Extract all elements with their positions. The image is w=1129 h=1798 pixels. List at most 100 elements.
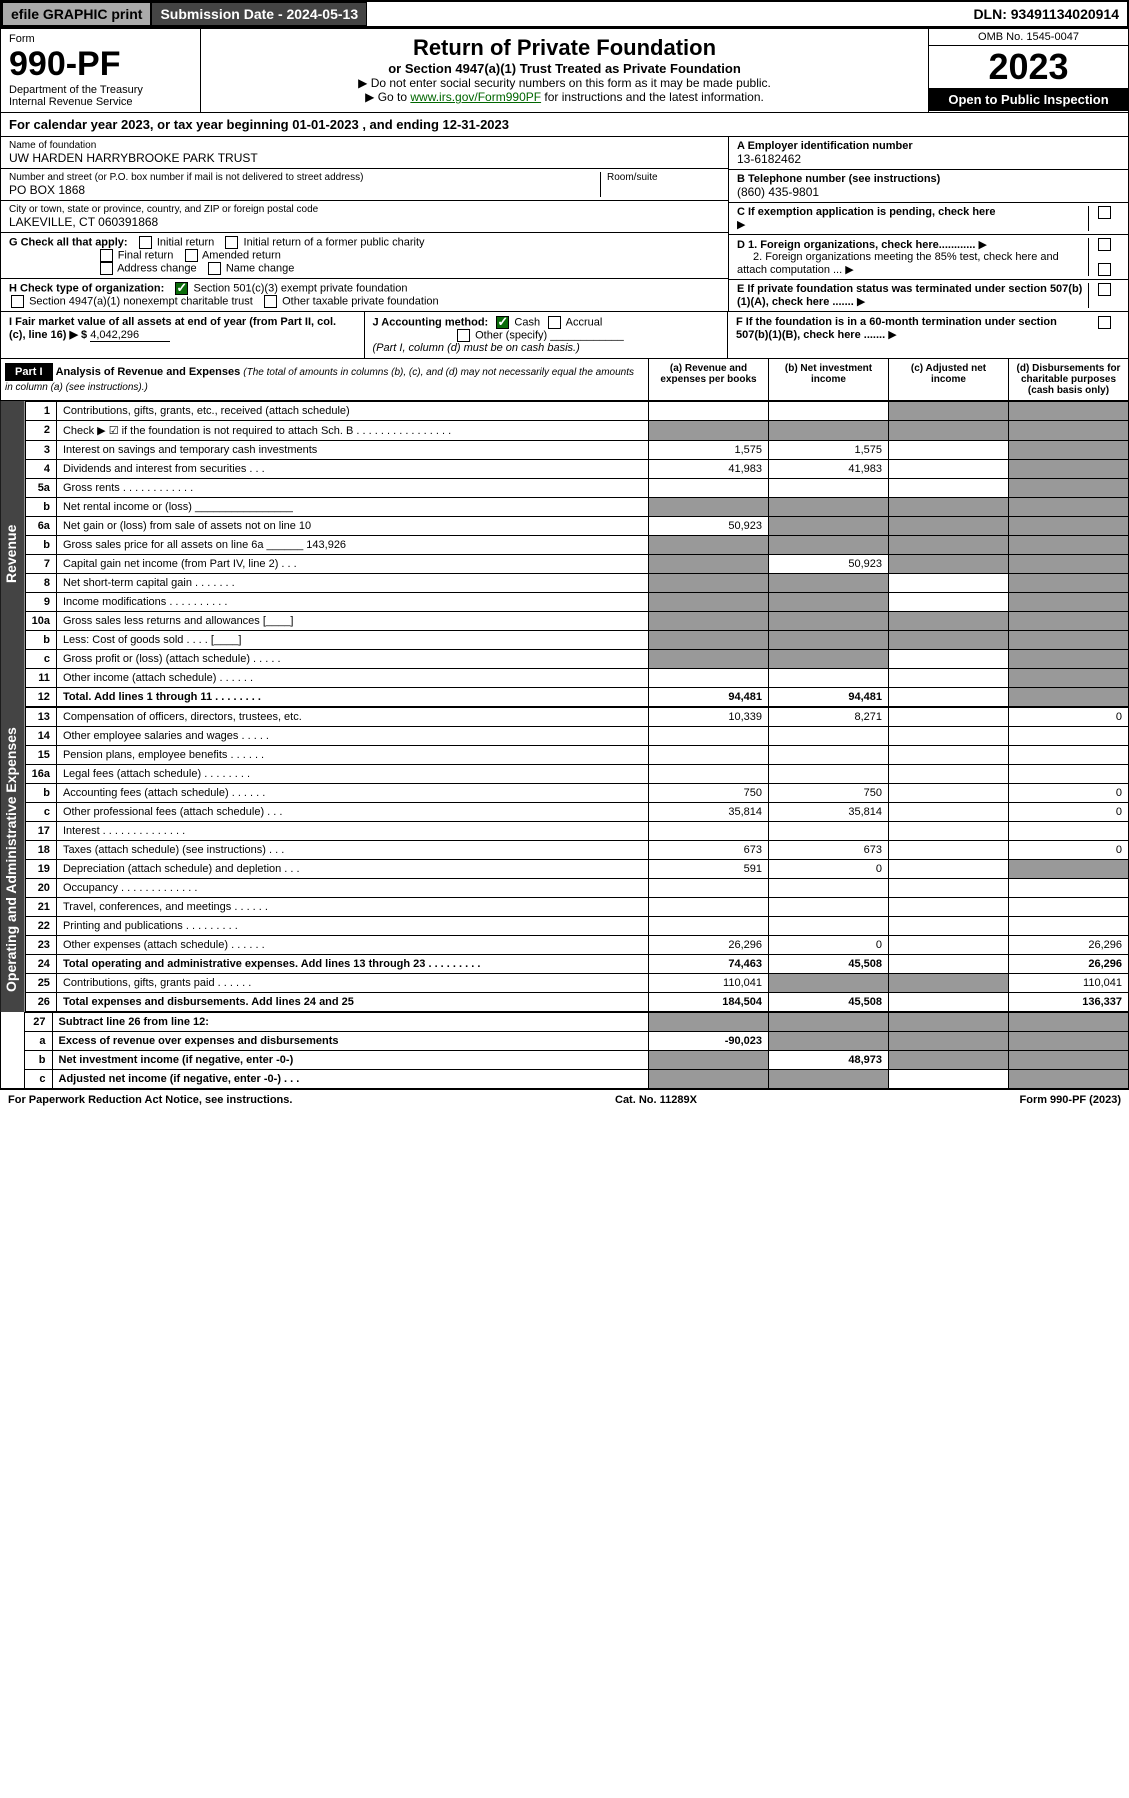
name-change-cb[interactable] — [208, 262, 221, 275]
f-cb[interactable] — [1098, 316, 1111, 329]
line-num: b — [25, 784, 56, 803]
cell: 0 — [769, 860, 889, 879]
addr-label: Number and street (or P.O. box number if… — [9, 172, 600, 183]
subdate-btn[interactable]: Submission Date - 2024-05-13 — [151, 2, 367, 26]
cell — [1009, 1070, 1129, 1089]
i-val: 4,042,296 — [90, 329, 170, 342]
d1-cb[interactable] — [1098, 238, 1111, 251]
e-cb[interactable] — [1098, 283, 1111, 296]
line-desc: Subtract line 26 from line 12: — [52, 1013, 648, 1032]
line-num: b — [24, 1051, 52, 1070]
cell: 0 — [1009, 841, 1129, 860]
d2-cb[interactable] — [1098, 263, 1111, 276]
cell — [649, 669, 769, 688]
cell: 10,339 — [649, 708, 769, 727]
cell — [649, 612, 769, 631]
cell — [889, 955, 1009, 974]
cell: 26,296 — [649, 936, 769, 955]
table-row: bAccounting fees (attach schedule) . . .… — [25, 784, 1128, 803]
table-row: 5aGross rents . . . . . . . . . . . . — [25, 479, 1128, 498]
col-a: (a) Revenue and expenses per books — [648, 359, 768, 400]
table-row: 8Net short-term capital gain . . . . . .… — [25, 574, 1128, 593]
cell — [769, 917, 889, 936]
final-return-cb[interactable] — [100, 249, 113, 262]
cell — [889, 688, 1009, 707]
cell — [649, 1013, 769, 1032]
line-num: 27 — [24, 1013, 52, 1032]
cell — [769, 746, 889, 765]
cell — [1009, 441, 1129, 460]
name-label: Name of foundation — [9, 140, 720, 151]
form-label: Form — [9, 33, 192, 45]
table-row: 23Other expenses (attach schedule) . . .… — [25, 936, 1128, 955]
note2-post: for instructions and the latest informat… — [541, 90, 764, 104]
final-section: 27Subtract line 26 from line 12:aExcess … — [0, 1012, 1129, 1089]
line-num: c — [25, 803, 56, 822]
table-row: 4Dividends and interest from securities … — [25, 460, 1128, 479]
cell — [649, 479, 769, 498]
h1: Section 501(c)(3) exempt private foundat… — [193, 282, 407, 294]
cell — [889, 879, 1009, 898]
cell — [889, 1051, 1009, 1070]
table-row: 16aLegal fees (attach schedule) . . . . … — [25, 765, 1128, 784]
final-table: 27Subtract line 26 from line 12:aExcess … — [24, 1012, 1129, 1089]
line-desc: Income modifications . . . . . . . . . . — [56, 593, 648, 612]
line-desc: Compensation of officers, directors, tru… — [56, 708, 648, 727]
cell: 50,923 — [769, 555, 889, 574]
d2-label: 2. Foreign organizations meeting the 85%… — [737, 251, 1059, 276]
other-cb[interactable] — [457, 329, 470, 342]
f-label: F If the foundation is in a 60-month ter… — [736, 316, 1088, 354]
footer-mid: Cat. No. 11289X — [615, 1094, 697, 1106]
cell — [1009, 765, 1129, 784]
cell — [889, 898, 1009, 917]
cell — [1009, 612, 1129, 631]
cell — [649, 898, 769, 917]
line-desc: Travel, conferences, and meetings . . . … — [56, 898, 648, 917]
cell — [769, 765, 889, 784]
amended-cb[interactable] — [185, 249, 198, 262]
other-taxable-cb[interactable] — [264, 295, 277, 308]
cell: 110,041 — [649, 974, 769, 993]
cell — [889, 479, 1009, 498]
form-header: Form 990-PF Department of the Treasury I… — [0, 28, 1129, 113]
line-desc: Check ▶ ☑ if the foundation is not requi… — [56, 421, 648, 441]
cell — [649, 746, 769, 765]
cell — [1009, 727, 1129, 746]
cell — [769, 479, 889, 498]
line-desc: Occupancy . . . . . . . . . . . . . — [56, 879, 648, 898]
accrual-cb[interactable] — [548, 316, 561, 329]
cell: 35,814 — [649, 803, 769, 822]
501c3-cb[interactable] — [175, 282, 188, 295]
cell — [1009, 1032, 1129, 1051]
form-subtitle: or Section 4947(a)(1) Trust Treated as P… — [207, 61, 922, 76]
cell: -90,023 — [649, 1032, 769, 1051]
initial-return-cb[interactable] — [139, 236, 152, 249]
line-desc: Other expenses (attach schedule) . . . .… — [56, 936, 648, 955]
addr-change-cb[interactable] — [100, 262, 113, 275]
line-desc: Other employee salaries and wages . . . … — [56, 727, 648, 746]
4947-cb[interactable] — [11, 295, 24, 308]
cell — [889, 936, 1009, 955]
initial-former-cb[interactable] — [225, 236, 238, 249]
cell: 74,463 — [649, 955, 769, 974]
efile-btn[interactable]: efile GRAPHIC print — [2, 2, 151, 26]
line-desc: Capital gain net income (from Part IV, l… — [56, 555, 648, 574]
line-num: 15 — [25, 746, 56, 765]
c-cb[interactable] — [1098, 206, 1111, 219]
table-row: 9Income modifications . . . . . . . . . … — [25, 593, 1128, 612]
note2-pre: ▶ Go to — [365, 90, 410, 104]
line-num: b — [25, 631, 56, 650]
cash-cb[interactable] — [496, 316, 509, 329]
h-section: H Check type of organization: Section 50… — [1, 279, 728, 311]
g-label: G Check all that apply: — [9, 236, 128, 248]
line-desc: Taxes (attach schedule) (see instruction… — [56, 841, 648, 860]
cell: 0 — [769, 936, 889, 955]
cell — [889, 593, 1009, 612]
cell — [649, 555, 769, 574]
line-desc: Dividends and interest from securities .… — [56, 460, 648, 479]
part1-header: Part I Analysis of Revenue and Expenses … — [0, 359, 1129, 401]
form-link[interactable]: www.irs.gov/Form990PF — [410, 90, 541, 104]
cell — [769, 727, 889, 746]
g2: Final return — [118, 249, 174, 261]
cell — [889, 555, 1009, 574]
